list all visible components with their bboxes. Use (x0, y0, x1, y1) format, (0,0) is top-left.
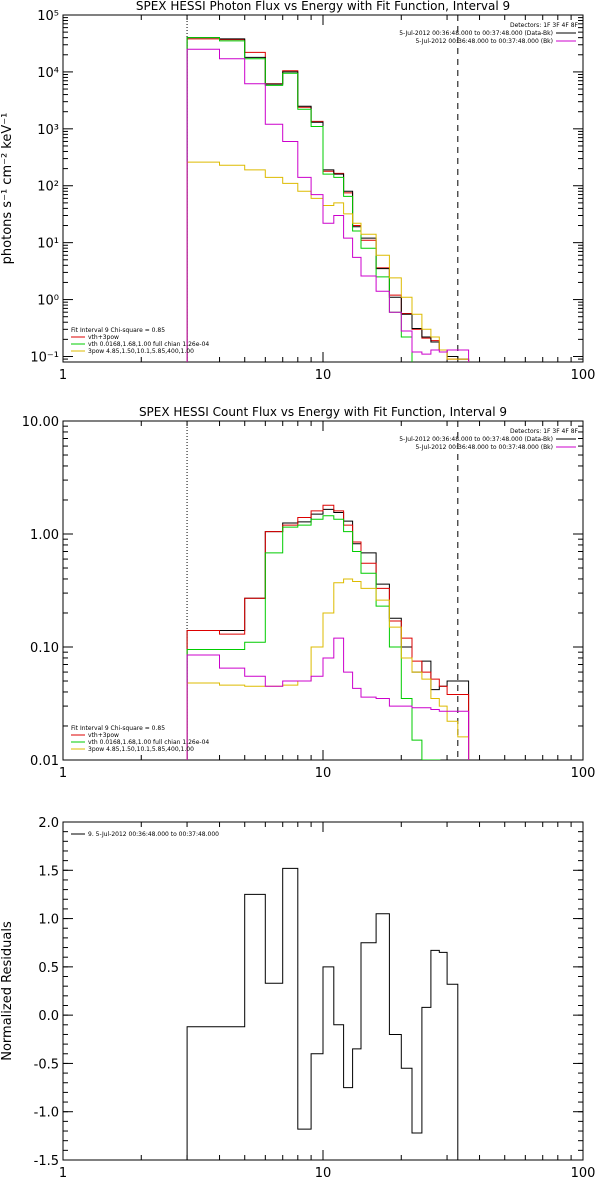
x-tick-label: 10 (315, 368, 332, 383)
detectors-label: Detectors: 1F 3F 4F 8F (510, 428, 579, 435)
x-tick-label: 100 (571, 1166, 596, 1181)
series-line-4 (186, 637, 470, 760)
chart-title: SPEX HESSI Count Flux vs Energy with Fit… (139, 405, 507, 419)
y-tick-label: 10.00 (22, 415, 59, 430)
x-tick-label: 100 (571, 368, 596, 383)
x-tick-label: 10 (315, 1166, 332, 1181)
y-axis-label: Normalized Residuals (0, 921, 15, 1061)
x-tick-label: 10 (315, 766, 332, 781)
series-line-0 (186, 38, 470, 362)
y-tick-label: 0.10 (30, 641, 59, 656)
legend-entry-text: vth+3pow (88, 732, 119, 739)
y-tick-label: 0.5 (38, 961, 59, 976)
y-tick-label: 1.0 (38, 913, 59, 928)
y-tick-label: -1.5 (34, 1154, 59, 1169)
legend-entry-text: vth+3pow (88, 334, 119, 341)
y-tick-label: 10⁴ (37, 66, 59, 81)
y-tick-label: 10⁰ (37, 294, 59, 309)
y-tick-label: 2.0 (38, 816, 59, 831)
series-line-1 (186, 504, 470, 760)
legend-entry-text: vth 0.0168,1.68,1.00 full chian 1.26e-04 (88, 341, 209, 348)
y-tick-label: 10⁵ (37, 9, 59, 24)
series-line-0 (186, 867, 459, 1160)
plot-frame (62, 420, 584, 761)
chart-title: SPEX HESSI Photon Flux vs Energy with Fi… (136, 0, 510, 13)
series-line-3 (186, 161, 470, 362)
y-tick-label: 10³ (37, 123, 59, 138)
y-tick-label: 10⁻¹ (30, 350, 59, 365)
legend-entry-text: 3pow 4.85,1.50,10.1,5.85,400,1.00 (88, 348, 194, 355)
y-tick-label: -1.0 (34, 1106, 59, 1121)
x-tick-label: 1 (59, 766, 67, 781)
y-tick-label: 1.5 (38, 864, 59, 879)
y-tick-label: 0.0 (38, 1009, 59, 1024)
series-line-2 (186, 37, 413, 362)
legend-entry-text: 5-Jul-2012 00:36:48.000 to 00:37:48.000 … (415, 38, 553, 45)
legend-entry-text: vth 0.0168,1.68,1.00 full chian 1.26e-04 (88, 739, 209, 746)
legend-entry-text: 9. 5-Jul-2012 00:36:48.000 to 00:37:48.0… (88, 831, 219, 838)
series-line-0 (186, 508, 470, 760)
series-line-1 (186, 37, 470, 362)
series-line-2 (186, 515, 441, 760)
legend-entry-text: 5-Jul-2012 00:36:48.000 to 00:37:48.000 … (415, 444, 553, 451)
y-tick-label: -0.5 (34, 1057, 59, 1072)
legend-entry-text: 5-Jul-2012 00:36:48.000 to 00:37:48.000 … (399, 436, 553, 443)
x-tick-label: 1 (59, 1166, 67, 1181)
y-tick-label: 0.01 (30, 754, 59, 769)
y-tick-label: 10¹ (37, 237, 59, 252)
legend-entry-text: Fit Interval 9 Chi-square = 0.85 (71, 725, 165, 732)
y-tick-label: 1.00 (30, 528, 59, 543)
legend-entry-text: 3pow 4.85,1.50,10.1,5.85,400,1.00 (88, 746, 194, 753)
detectors-label: Detectors: 1F 3F 4F 8F (510, 22, 579, 29)
x-tick-label: 100 (571, 766, 596, 781)
series-line-4 (186, 48, 470, 362)
legend-entry-text: Fit Interval 9 Chi-square = 0.85 (71, 327, 165, 334)
legend-entry-text: 5-Jul-2012 00:36:48.000 to 00:37:48.000 … (399, 30, 553, 37)
x-tick-label: 1 (59, 368, 67, 383)
y-tick-label: 10² (37, 180, 59, 195)
plot-frame (62, 14, 584, 363)
y-axis-label: photons s⁻¹ cm⁻² keV⁻¹ (0, 113, 15, 265)
